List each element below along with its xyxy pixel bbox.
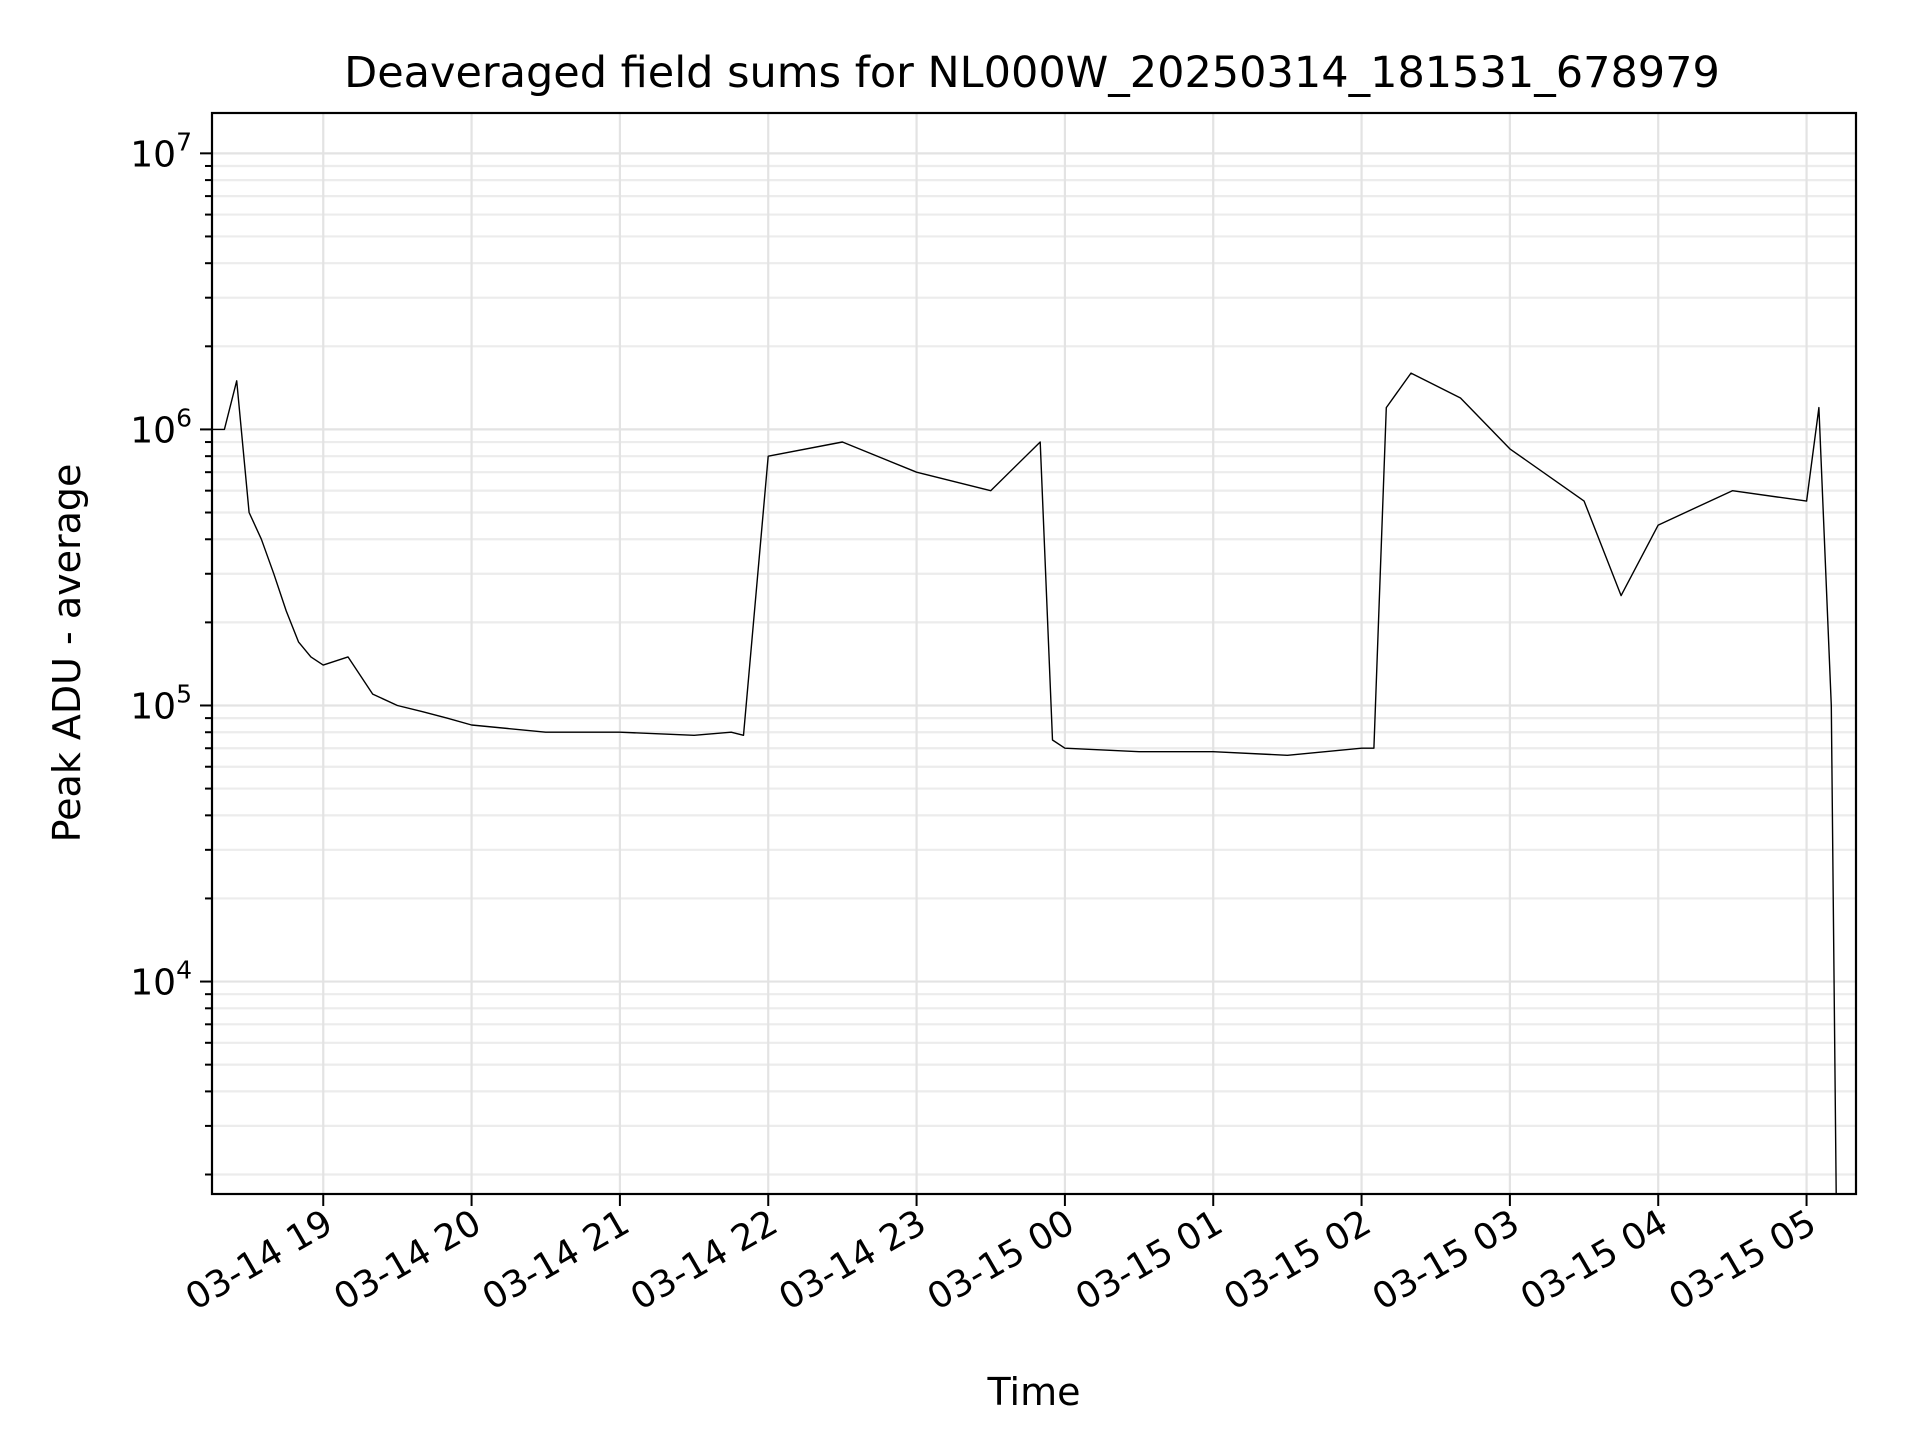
y-axis-label: Peak ADU - average [45, 464, 89, 843]
y-tick-label: 106 [130, 403, 192, 451]
x-tick-label: 03-14 23 [772, 1202, 933, 1318]
plot-frame [210, 111, 1858, 1196]
y-tick-label: 105 [130, 679, 192, 727]
x-tick-label: 03-14 20 [327, 1202, 488, 1318]
x-tick-label: 03-15 02 [1217, 1202, 1378, 1318]
grid-layer [212, 113, 1856, 1194]
x-tick-label: 03-15 01 [1069, 1202, 1230, 1318]
y-tick-label: 107 [130, 127, 192, 175]
x-axis-label: Time [987, 1370, 1081, 1414]
x-tick-label: 03-15 04 [1514, 1202, 1675, 1318]
x-tick-label: 03-15 03 [1366, 1202, 1527, 1318]
x-tick-label: 03-14 19 [179, 1202, 340, 1318]
chart-title: Deaveraged field sums for NL000W_2025031… [344, 48, 1720, 98]
series-line [212, 372, 1837, 1195]
y-tick-label: 104 [130, 956, 192, 1004]
x-tick-label: 03-14 22 [624, 1202, 785, 1318]
series-layer [212, 372, 1837, 1195]
x-tick-label: 03-15 00 [921, 1202, 1082, 1318]
x-tick-label: 03-14 21 [476, 1202, 637, 1318]
x-tick-label: 03-15 05 [1662, 1202, 1823, 1318]
